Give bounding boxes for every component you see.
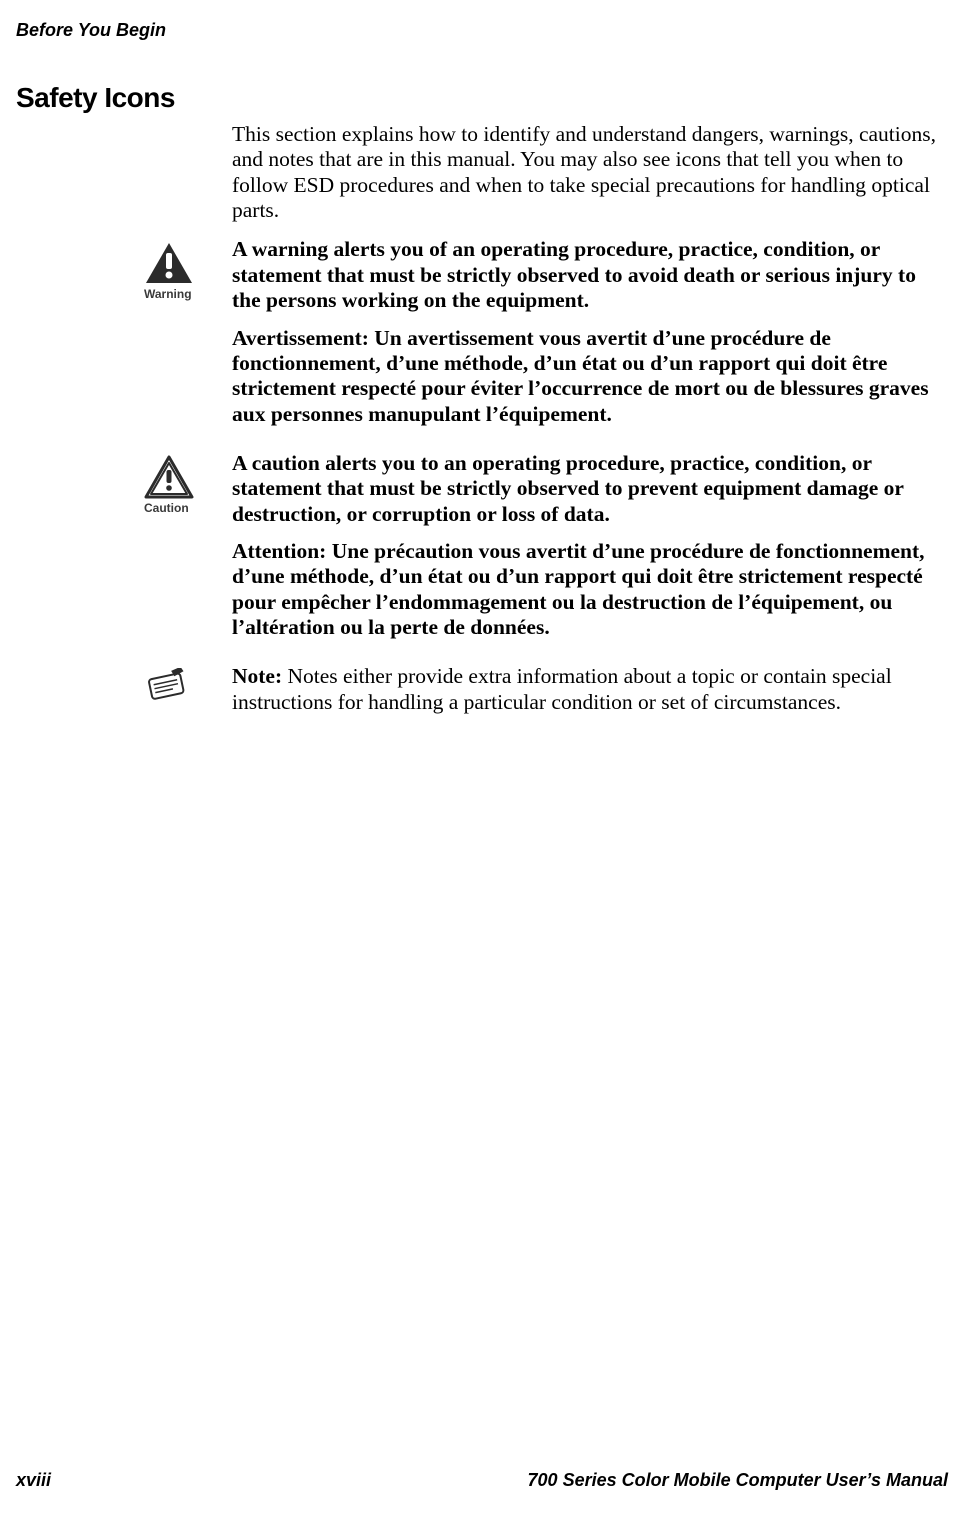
manual-title: 700 Series Color Mobile Computer User’s … xyxy=(528,1470,948,1491)
note-body: Notes either provide extra information a… xyxy=(232,664,892,713)
page-number: xviii xyxy=(16,1470,51,1491)
caution-icon xyxy=(144,455,194,499)
note-label: Note: xyxy=(232,664,282,688)
note-paragraph: Note: Notes either provide extra informa… xyxy=(232,664,948,715)
note-text: Note: Notes either provide extra informa… xyxy=(232,664,948,727)
warning-text: A warning alerts you of an operating pro… xyxy=(232,237,948,439)
note-block: Note: Notes either provide extra informa… xyxy=(16,664,948,727)
section-heading: Safety Icons xyxy=(16,82,175,114)
caution-block: Caution A caution alerts you to an opera… xyxy=(16,451,948,653)
caution-icon-label: Caution xyxy=(144,501,189,515)
warning-paragraph-fr: Avertissement: Un avertissement vous ave… xyxy=(232,326,948,427)
intro-paragraph: This section explains how to identify an… xyxy=(232,122,948,223)
warning-icon xyxy=(144,241,194,285)
note-icon xyxy=(144,668,190,702)
footer: xviii 700 Series Color Mobile Computer U… xyxy=(16,1470,948,1491)
warning-block: Warning A warning alerts you of an opera… xyxy=(16,237,948,439)
caution-paragraph-en: A caution alerts you to an operating pro… xyxy=(232,451,948,527)
warning-icon-label: Warning xyxy=(144,287,192,301)
caution-paragraph-fr: Attention: Une précaution vous avertit d… xyxy=(232,539,948,640)
note-icon-col xyxy=(16,664,232,702)
caution-icon-col: Caution xyxy=(16,451,232,515)
page: Before You Begin Safety Icons This secti… xyxy=(0,0,976,1519)
warning-icon-col: Warning xyxy=(16,237,232,301)
running-header: Before You Begin xyxy=(16,20,166,41)
content-area: This section explains how to identify an… xyxy=(16,122,948,739)
warning-paragraph-en: A warning alerts you of an operating pro… xyxy=(232,237,948,313)
caution-text: A caution alerts you to an operating pro… xyxy=(232,451,948,653)
